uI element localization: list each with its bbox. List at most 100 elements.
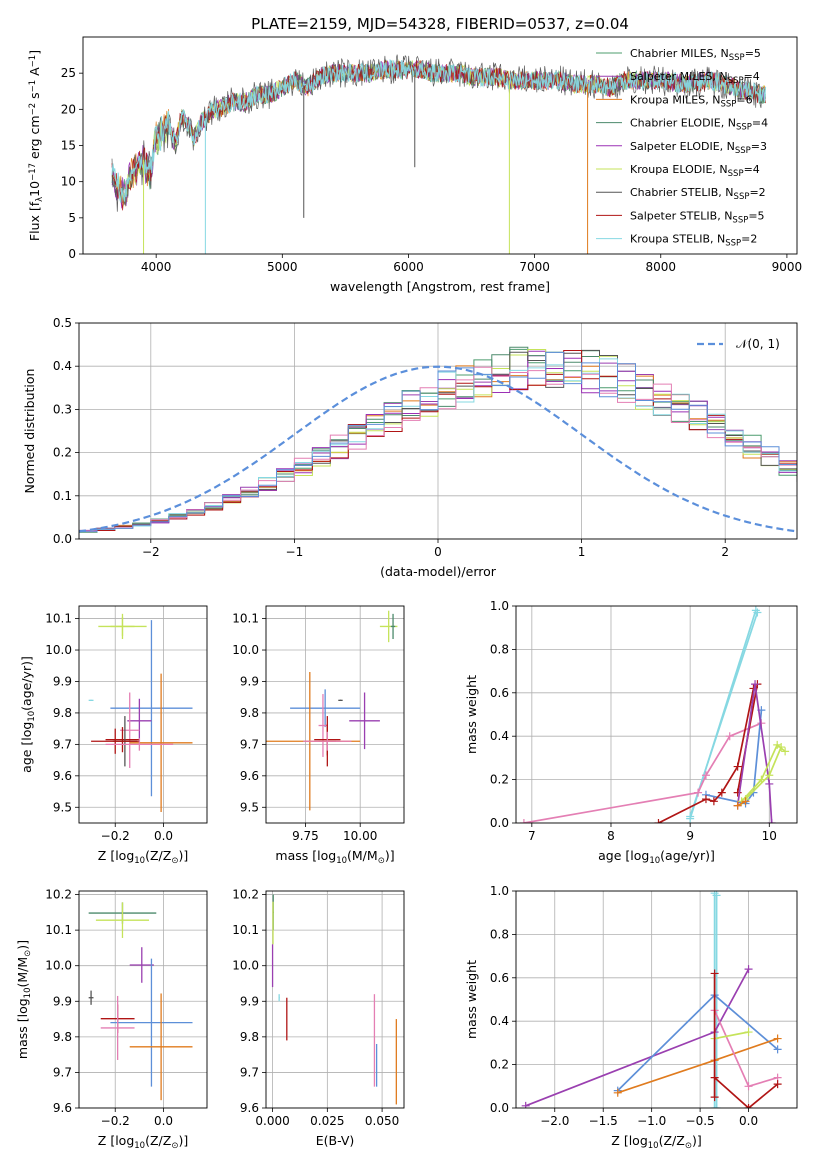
weight-marker xyxy=(686,812,695,821)
histogram-series-1 xyxy=(79,355,797,539)
x-tick-label: 7 xyxy=(528,829,536,843)
normal-curve xyxy=(79,365,797,533)
x-axis-label: Z [log10(Z/Z⊙)] xyxy=(98,848,188,866)
error-point-5 xyxy=(120,692,140,768)
weight-marker xyxy=(753,608,762,617)
weight-marker xyxy=(694,788,703,797)
weight-marker xyxy=(710,1104,719,1108)
x-tick-label: 9000 xyxy=(772,260,803,274)
y-axis-label: Normed distribution xyxy=(22,369,37,494)
y-tick-label: 9.9 xyxy=(53,994,72,1008)
x-tick-label: 9 xyxy=(686,829,694,843)
axes-frame xyxy=(78,322,798,540)
y-tick-label: 9.6 xyxy=(53,769,72,783)
weight-marker xyxy=(751,680,760,689)
legend-label: Salpeter STELIB, NSSP=5 xyxy=(630,209,765,225)
x-tick-label: −1 xyxy=(286,545,304,559)
x-tick-label: −0.2 xyxy=(101,1114,130,1128)
axes-frame xyxy=(515,605,798,824)
weight-marker xyxy=(765,771,774,780)
weight-marker xyxy=(744,1082,753,1091)
y-tick-label: 0.8 xyxy=(490,642,509,656)
y-tick-label: 10 xyxy=(61,175,76,189)
y-axis-label: age [log10(age/yr)] xyxy=(19,656,37,773)
plot-area xyxy=(266,606,404,823)
weight-marker xyxy=(519,819,528,823)
y-tick-label: 0.1 xyxy=(53,489,72,503)
legend-label: Salpeter ELODIE, NSSP=3 xyxy=(630,140,767,156)
weight-marker xyxy=(701,795,710,804)
weight-marker xyxy=(773,1045,782,1054)
x-tick-label: −0.2 xyxy=(101,829,130,843)
y-tick-label: 15 xyxy=(61,139,76,153)
y-tick-label: 9.9 xyxy=(240,674,259,688)
weight-marker xyxy=(773,1080,782,1089)
plot-area xyxy=(79,891,207,1108)
weight-marker xyxy=(710,1093,719,1102)
x-axis-label: (data-model)/error xyxy=(380,564,497,579)
y-tick-label: 9.7 xyxy=(240,1065,259,1079)
x-tick-label: 0.0 xyxy=(154,829,173,843)
weight-marker xyxy=(777,743,786,752)
y-tick-label: 9.6 xyxy=(53,1101,72,1115)
weight-series-4 xyxy=(658,688,755,823)
plot-area xyxy=(79,323,797,539)
legend-label: 𝒩(0, 1) xyxy=(736,337,780,351)
y-tick-label: 1.0 xyxy=(490,599,509,613)
error-point-6 xyxy=(100,995,135,1060)
y-tick-label: 0.2 xyxy=(53,446,72,460)
x-tick-label: 8 xyxy=(607,829,615,843)
legend-label: Chabrier STELIB, NSSP=2 xyxy=(630,186,766,202)
axes-frame xyxy=(265,605,405,824)
x-tick-label: 1 xyxy=(578,545,586,559)
y-tick-label: 9.8 xyxy=(240,1030,259,1044)
y-tick-label: 0.6 xyxy=(490,971,509,985)
y-tick-label: 9.9 xyxy=(240,994,259,1008)
x-tick-label: 8000 xyxy=(645,260,676,274)
weight-series-7 xyxy=(714,1031,749,1040)
legend-label: Kroupa ELODIE, NSSP=4 xyxy=(630,163,760,179)
weight-marker xyxy=(744,1028,753,1037)
weight-series-1 xyxy=(689,612,759,817)
y-tick-label: 9.9 xyxy=(53,674,72,688)
x-tick-label: 0.0 xyxy=(154,1114,173,1128)
error-point-2 xyxy=(338,699,343,701)
y-tick-label: 9.5 xyxy=(240,800,259,814)
panel-residuals: −2 −1 0 1 2 0.0 0.1 0.2 0.3 0.4 0.5 (data-model)/er… xyxy=(22,316,798,579)
panel-mass-vs-Z: −0.2 0.0 9.6 9.7 9.8 9.9 10.0 10.1 10.2 Z [log10(… xyxy=(15,888,208,1151)
error-point-8 xyxy=(91,728,140,754)
y-tick-label: 0.4 xyxy=(490,1014,509,1028)
error-point-7 xyxy=(129,993,193,1101)
error-point-1 xyxy=(110,617,135,636)
weight-marker xyxy=(717,788,726,797)
plot-area xyxy=(111,54,767,254)
y-tick-label: 9.7 xyxy=(53,737,72,751)
legend-label: Salpeter MILES, NSSP=4 xyxy=(630,70,760,86)
y-tick-label: 10.0 xyxy=(45,643,72,657)
y-tick-label: 10.1 xyxy=(232,612,259,626)
y-tick-label: 0.0 xyxy=(490,816,509,830)
weight-marker xyxy=(613,1088,622,1097)
legend-label: Kroupa MILES, NSSP=6 xyxy=(630,93,753,109)
legend-label: Chabrier ELODIE, NSSP=4 xyxy=(630,117,768,133)
plot-area xyxy=(516,891,797,1108)
weight-marker xyxy=(654,819,663,823)
x-tick-label: 0 xyxy=(434,545,442,559)
y-tick-label: 0.5 xyxy=(53,316,72,330)
y-tick-label: 9.8 xyxy=(240,706,259,720)
y-tick-label: 0.0 xyxy=(53,532,72,546)
x-tick-label: 9.75 xyxy=(292,829,319,843)
x-tick-label: 7000 xyxy=(519,260,550,274)
error-point-9 xyxy=(129,673,193,812)
error-point-3 xyxy=(290,689,361,728)
error-point-5 xyxy=(318,694,328,757)
x-tick-label: 4000 xyxy=(141,260,172,274)
axes-frame xyxy=(265,890,405,1109)
y-tick-label: 9.8 xyxy=(53,1030,72,1044)
error-point-4 xyxy=(127,698,152,743)
panel-spectrum: 4000 5000 6000 7000 8000 9000 0 5 10 15 20 25 wavele… xyxy=(27,15,802,294)
x-axis-label: mass [log10(M/M⊙)] xyxy=(275,848,394,866)
error-point-2 xyxy=(88,699,94,701)
weight-series-6 xyxy=(736,683,773,823)
